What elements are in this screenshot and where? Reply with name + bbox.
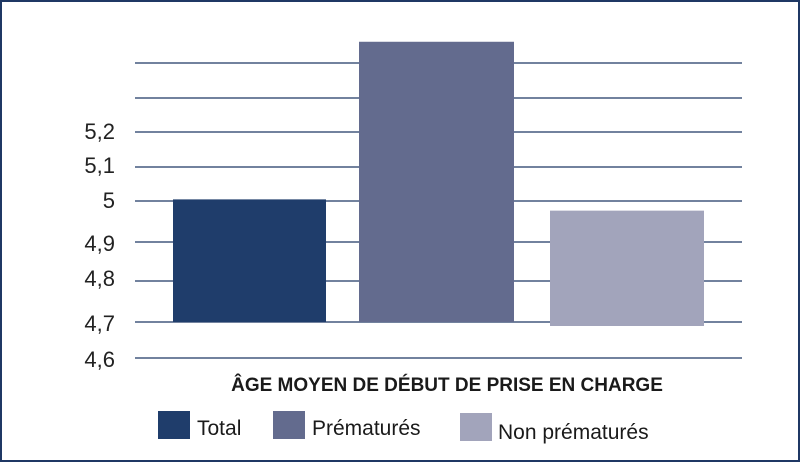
legend-swatch-non-prematures — [460, 413, 492, 441]
y-tick-label: 5 — [103, 188, 115, 213]
y-tick-label: 4,7 — [84, 311, 115, 336]
y-tick-label: 4,6 — [84, 347, 115, 372]
legend-swatch-total — [158, 411, 190, 439]
bar-total — [173, 199, 326, 322]
bar-non-prematures — [550, 210, 704, 326]
legend-label-total: Total — [197, 417, 241, 440]
x-axis-label: ÂGE MOYEN DE DÉBUT DE PRISE EN CHARGE — [231, 374, 663, 396]
legend-label-prematures: Prématurés — [312, 417, 421, 440]
bar-prematures — [359, 41, 514, 322]
bars — [173, 41, 704, 326]
y-tick-label: 5,1 — [84, 153, 115, 178]
y-tick-label: 4,9 — [84, 231, 115, 256]
legend: Total Prématurés Non prématurés — [158, 411, 649, 444]
y-tick-label: 5,2 — [84, 119, 115, 144]
legend-label-non-prematures: Non prématurés — [498, 421, 649, 444]
legend-swatch-prematures — [273, 411, 305, 439]
y-tick-label: 4,8 — [84, 266, 115, 291]
y-axis-ticks: 4,6 4,7 4,8 4,9 5 5,1 5,2 — [84, 119, 115, 372]
